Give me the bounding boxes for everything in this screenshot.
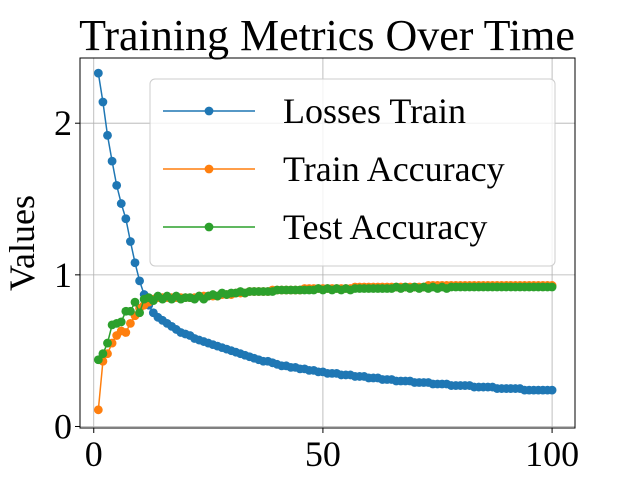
x-tick-label: 100 xyxy=(525,434,579,474)
data-point xyxy=(116,317,126,327)
data-point xyxy=(116,199,126,208)
data-point xyxy=(103,338,112,348)
data-point xyxy=(135,276,144,286)
legend-box xyxy=(149,78,556,267)
legend-label: Test Accuracy xyxy=(283,207,487,247)
plot-frame xyxy=(79,57,576,429)
x-tick-label: 50 xyxy=(305,434,341,474)
x-tick-label: 0 xyxy=(85,434,103,474)
data-point xyxy=(93,355,103,365)
data-point xyxy=(103,130,112,140)
y-axis-label: Values xyxy=(2,195,42,291)
data-point xyxy=(93,68,103,78)
data-point xyxy=(121,328,131,337)
y-tick-label: 2 xyxy=(54,103,72,143)
data-point xyxy=(126,237,135,246)
data-point xyxy=(130,297,140,307)
legend-label: Train Accuracy xyxy=(283,149,505,189)
data-point xyxy=(135,308,144,318)
data-point xyxy=(130,258,140,268)
legend-marker xyxy=(204,164,214,174)
chart-title: Training Metrics Over Time xyxy=(79,11,575,60)
legend: Losses Train Train Accuracy Test Accuracy xyxy=(149,78,556,267)
axes: 0 50 100 0 1 2 xyxy=(54,57,579,474)
legend-marker xyxy=(204,222,214,232)
data-point xyxy=(112,180,122,190)
data-point xyxy=(126,306,135,316)
legend-label: Losses Train xyxy=(283,91,466,131)
series-layer xyxy=(93,68,557,415)
legend-entry: Train Accuracy xyxy=(163,149,505,189)
series-losses-train xyxy=(93,68,557,395)
data-point xyxy=(126,318,135,328)
y-tick-label: 1 xyxy=(54,255,72,295)
legend-marker xyxy=(204,106,214,116)
legend-entry: Losses Train xyxy=(163,91,466,131)
data-point xyxy=(121,214,131,224)
legend-entry: Test Accuracy xyxy=(163,207,487,247)
data-point xyxy=(98,97,108,107)
y-tick-label: 0 xyxy=(54,406,72,446)
data-point xyxy=(93,405,103,415)
data-point xyxy=(547,282,557,292)
data-point xyxy=(107,156,117,166)
data-point xyxy=(98,349,108,359)
data-point xyxy=(547,385,557,395)
series-test-accuracy xyxy=(93,282,557,365)
